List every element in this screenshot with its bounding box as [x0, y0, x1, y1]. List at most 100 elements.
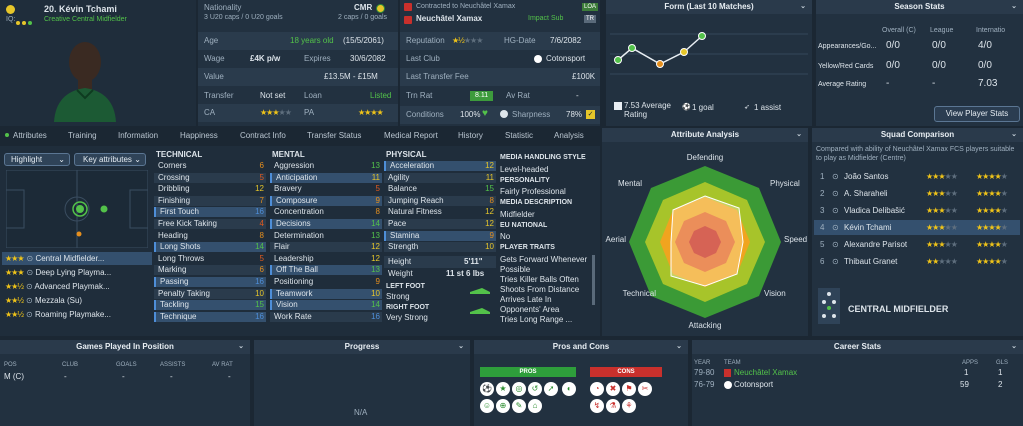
pro-trait-icon[interactable]: ◎ [512, 382, 526, 396]
attribute-row[interactable]: First Touch 16 [154, 207, 266, 218]
pro-trait-icon[interactable]: ◐ [562, 382, 577, 396]
con-trait-icon[interactable]: ✂ [638, 382, 652, 396]
attribute-row[interactable]: Long Throws 5 [154, 254, 266, 264]
form-point[interactable] [614, 56, 622, 64]
last-club-value[interactable]: Cotonsport [546, 54, 586, 63]
attribute-row[interactable]: Long Shots 14 [154, 242, 266, 253]
squad-player-row[interactable]: 6 ⊙ Thibaut Granet ★★★★★ ★★★★★ [814, 254, 1020, 269]
attribute-row[interactable]: Heading 8 [154, 231, 266, 241]
attribute-row[interactable]: Jumping Reach 8 [384, 195, 496, 206]
con-trait-icon[interactable]: ✖ [606, 382, 620, 396]
attribute-row[interactable]: Leadership 12 [270, 254, 382, 264]
form-point[interactable] [680, 48, 688, 56]
con-trait-icon[interactable]: ↯ [590, 399, 604, 413]
career-team[interactable]: Neuchâtel Xamax [734, 368, 798, 377]
position-pitch[interactable] [6, 170, 148, 248]
attribute-row[interactable]: Balance 15 [384, 184, 496, 194]
tab-history[interactable]: History [458, 131, 483, 140]
form-point[interactable] [698, 32, 706, 40]
chevron-down-icon[interactable]: ⌄ [458, 343, 464, 350]
attribute-row[interactable]: Free Kick Taking 4 [154, 219, 266, 229]
tab-contract-info[interactable]: Contract Info [240, 131, 286, 140]
career-team[interactable]: Cotonsport [734, 380, 774, 389]
attribute-row[interactable]: Flair 12 [270, 242, 382, 253]
con-trait-icon[interactable]: ⚑ [622, 382, 636, 396]
attribute-row[interactable]: Crossing 5 [154, 172, 266, 183]
attribute-row[interactable]: Determination 13 [270, 231, 382, 241]
attribute-row[interactable]: Marking 6 [154, 265, 266, 276]
club-name[interactable]: Neuchâtel Xamax [416, 14, 483, 23]
highlight-dropdown[interactable]: Highlight ⌄ [4, 153, 70, 166]
key-attributes-dropdown[interactable]: Key attributes ⌄ [74, 153, 146, 166]
attribute-value: 16 [255, 311, 264, 321]
attribute-row[interactable]: Tackling 15 [154, 300, 266, 311]
form-point[interactable] [656, 60, 664, 68]
attribute-row[interactable]: Corners 6 [154, 161, 266, 171]
con-trait-icon[interactable]: ⚗ [606, 399, 620, 413]
attribute-row[interactable]: Penalty Taking 10 [154, 288, 266, 299]
physical-column: PHYSICAL Acceleration 12 Agility 11 Balance 1… [384, 150, 496, 326]
pro-trait-icon[interactable]: ★ [496, 382, 510, 396]
tab-information[interactable]: Information [118, 131, 159, 140]
pro-trait-icon[interactable]: ➚ [544, 382, 558, 396]
attribute-row[interactable]: Bravery 5 [270, 184, 382, 194]
attribute-row[interactable]: Acceleration 12 [384, 161, 496, 171]
chevron-down-icon[interactable]: ⌄ [1011, 343, 1017, 350]
attribute-row[interactable]: Natural Fitness 12 [384, 207, 496, 217]
traits-scrollbar[interactable] [592, 255, 595, 305]
attribute-row[interactable]: Aggression 13 [270, 161, 382, 171]
chevron-down-icon[interactable]: ⌄ [238, 343, 244, 350]
form-point[interactable] [628, 44, 636, 52]
chevron-down-icon[interactable]: ⌄ [676, 343, 682, 350]
position-item[interactable]: ★★★ ⊙ Deep Lying Playma... [5, 268, 112, 277]
pro-trait-icon[interactable]: ⌂ [528, 399, 542, 413]
attribute-row[interactable]: Concentration 8 [270, 207, 382, 217]
chevron-down-icon[interactable]: ⌄ [800, 3, 806, 10]
tab-medical-report[interactable]: Medical Report [384, 131, 438, 140]
tab-attributes[interactable]: Attributes [13, 131, 47, 140]
pro-trait-icon[interactable]: ☺ [480, 399, 494, 413]
attribute-row[interactable]: Agility 11 [384, 172, 496, 183]
tab-analysis[interactable]: Analysis [554, 131, 584, 140]
tab-statistic[interactable]: Statistic [505, 131, 534, 140]
con-trait-icon[interactable]: ◔ [590, 382, 604, 396]
position-item[interactable]: ★★½ ⊙ Advanced Playmak... [5, 282, 110, 291]
attribute-row[interactable]: Off The Ball 13 [270, 265, 382, 276]
squad-player-row[interactable]: 1 ⊙ João Santos ★★★★★ ★★★★★ [814, 169, 1020, 184]
attribute-row[interactable]: Composure 9 [270, 195, 382, 206]
pro-trait-icon[interactable]: ⚽ [480, 382, 494, 396]
attribute-row[interactable]: Teamwork 10 [270, 288, 382, 299]
attribute-row[interactable]: Stamina 9 [384, 230, 496, 241]
pro-trait-icon[interactable]: ⊕ [496, 399, 510, 413]
attribute-name: Pace [388, 219, 407, 228]
position-item[interactable]: ★★½ ⊙ Roaming Playmake... [5, 310, 111, 319]
attribute-row[interactable]: Anticipation 11 [270, 172, 382, 183]
squad-player-row[interactable]: 5 ⊙ Alexandre Parisot ★★★★★ ★★★★★ [814, 237, 1020, 252]
squad-player-row[interactable]: 2 ⊙ A. Sharaheli ★★★★★ ★★★★★ [814, 186, 1020, 201]
squad-player-row[interactable]: 3 ⊙ Vladica Delibašić ★★★★★ ★★★★★ [814, 203, 1020, 218]
attribute-row[interactable]: Vision 14 [270, 300, 382, 311]
con-trait-icon[interactable]: ⚘ [622, 399, 636, 413]
attribute-row[interactable]: Dribbling 12 [154, 184, 266, 194]
attribute-row[interactable]: Positioning 9 [270, 277, 382, 287]
attribute-row[interactable]: Passing 16 [154, 277, 266, 287]
pro-trait-icon[interactable]: ↺ [528, 382, 542, 396]
tab-training[interactable]: Training [68, 131, 97, 140]
attribute-row[interactable]: Work Rate 16 [270, 311, 382, 322]
position-item[interactable]: ★★★ ⊙ Central Midfielder... [2, 252, 152, 265]
tab-happiness[interactable]: Happiness [180, 131, 218, 140]
attribute-row[interactable]: Pace 12 [384, 219, 496, 229]
chevron-down-icon[interactable]: ⌄ [1011, 3, 1017, 10]
attribute-row[interactable]: Finishing 7 [154, 195, 266, 206]
squad-player-row[interactable]: 4 ⊙ Kévin Tchami ★★★★★ ★★★★★ [814, 220, 1020, 235]
pro-trait-icon[interactable]: ✎ [512, 399, 526, 413]
attribute-row[interactable]: Strength 10 [384, 242, 496, 253]
position-item[interactable]: ★★½ ⊙ Mezzala (Su) [5, 296, 83, 305]
attribute-row[interactable]: Decisions 14 [270, 219, 382, 229]
attribute-row[interactable]: Technique 16 [154, 311, 266, 322]
chevron-down-icon[interactable]: ⌄ [1011, 131, 1017, 138]
tab-transfer-status[interactable]: Transfer Status [307, 131, 362, 140]
chevron-down-icon[interactable]: ⌄ [796, 131, 802, 138]
view-player-stats-button[interactable]: View Player Stats [934, 106, 1020, 122]
attribute-value: 9 [375, 195, 380, 205]
